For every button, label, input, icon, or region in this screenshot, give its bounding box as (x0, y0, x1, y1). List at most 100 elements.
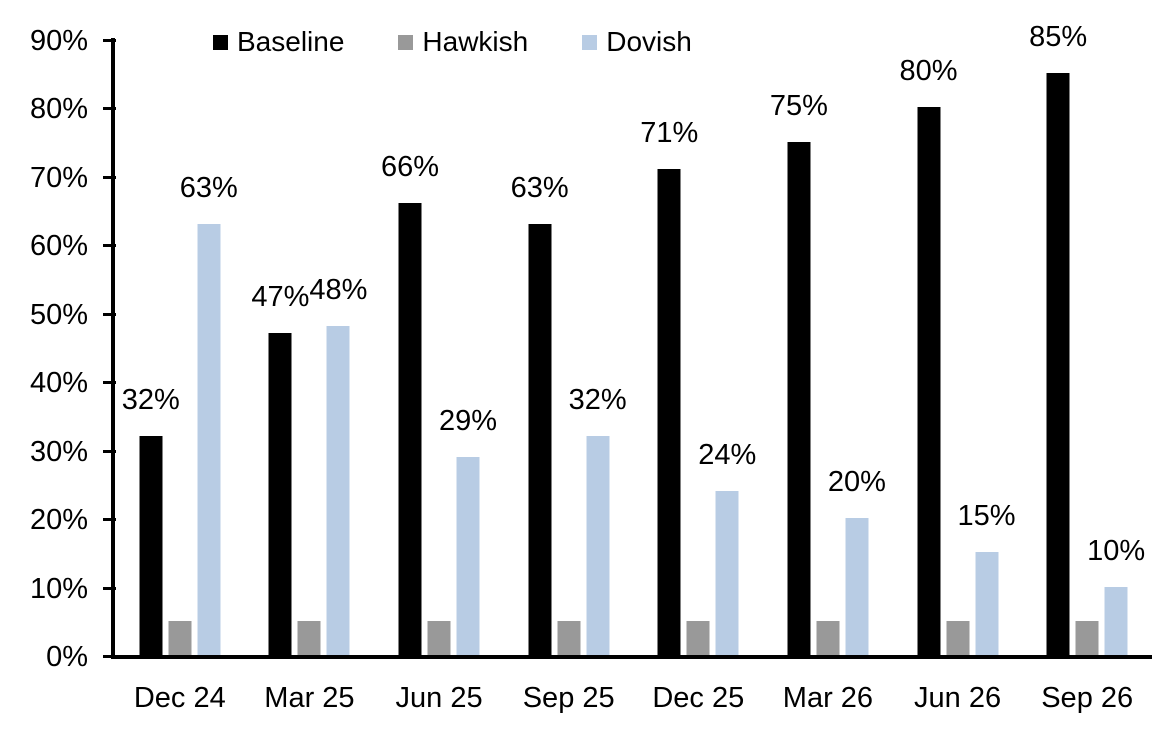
y-tick-0 (103, 655, 116, 658)
legend-swatch-baseline (213, 34, 228, 50)
x-tick-label-jun-26: Jun 26 (914, 682, 1002, 714)
y-tick-50 (103, 312, 116, 316)
value-label-baseline-sep-26: 85% (1029, 21, 1088, 53)
bar-cluster: 80% 15% (900, 39, 1016, 655)
value-label-dovish-jun-26: 15% (957, 500, 1016, 532)
bar-slot-dovish: 63% (180, 39, 238, 655)
bar-slot-baseline: 85% (1029, 21, 1087, 655)
y-tick-label-30: 30% (29, 435, 88, 468)
bar-group-mar-25: 47% 48% (245, 39, 375, 655)
bar-hawkish-dec-24 (168, 621, 192, 655)
y-tick-70 (103, 175, 116, 179)
bar-dovish-jun-26 (975, 552, 999, 655)
bar-group-jun-26: 80% 15% (893, 39, 1023, 655)
bar-slot-hawkish (946, 39, 970, 655)
x-axis-line (111, 655, 1152, 659)
y-tick-60 (103, 244, 116, 248)
bar-slot-baseline: 66% (381, 39, 439, 655)
bar-slot-dovish: 10% (1087, 39, 1145, 655)
x-tick-label-jun-25: Jun 25 (395, 682, 483, 714)
bar-baseline-sep-25 (528, 224, 552, 655)
y-tick-label-50: 50% (29, 298, 88, 331)
bar-slot-hawkish (297, 39, 321, 655)
bar-baseline-mar-26 (787, 142, 811, 655)
value-label-baseline-dec-25: 71% (640, 117, 699, 149)
bar-hawkish-jun-25 (427, 621, 451, 655)
x-tick-label-dec-24: Dec 24 (133, 682, 226, 714)
x-tick-label-sep-25: Sep 25 (522, 682, 615, 714)
bar-dovish-mar-25 (326, 326, 350, 655)
value-label-dovish-sep-26: 10% (1087, 535, 1146, 567)
y-tick-label-80: 80% (29, 93, 88, 126)
bar-slot-baseline: 63% (511, 39, 569, 655)
y-tick-20 (103, 518, 116, 522)
bar-cluster: 32% 63% (122, 39, 238, 655)
bar-slot-hawkish (427, 39, 451, 655)
bar-cluster: 75% 20% (770, 39, 886, 655)
value-label-baseline-mar-25: 47% (251, 281, 310, 313)
value-label-baseline-dec-24: 32% (121, 384, 180, 416)
y-tick-label-60: 60% (29, 230, 88, 263)
bar-slot-baseline: 75% (770, 39, 828, 655)
legend-swatch-dovish (582, 34, 598, 50)
value-label-dovish-dec-24: 63% (179, 172, 238, 204)
legend-swatch-hawkish (398, 34, 414, 50)
value-label-dovish-dec-25: 24% (698, 439, 757, 471)
legend-item-hawkish: Hawkish (398, 26, 528, 58)
bar-slot-dovish: 15% (958, 39, 1016, 655)
bar-baseline-dec-25 (657, 169, 681, 655)
value-label-dovish-sep-25: 32% (568, 384, 627, 416)
bar-baseline-sep-26 (1046, 73, 1070, 655)
bar-slot-dovish: 20% (828, 39, 886, 655)
plot-area: 32% 63% 47% 48% 66% 29% 63% 32% 71% 24% 75% 20% 80% 1… (115, 21, 1152, 655)
x-tick-label-mar-26: Mar 26 (782, 682, 874, 714)
y-tick-label-40: 40% (29, 367, 88, 400)
bar-baseline-dec-24 (139, 436, 163, 655)
bar-hawkish-jun-26 (946, 621, 970, 655)
x-tick-label-dec-25: Dec 25 (652, 682, 745, 714)
bar-hawkish-dec-25 (686, 621, 710, 655)
bar-cluster: 66% 29% (381, 39, 497, 655)
bar-cluster: 47% 48% (251, 39, 367, 655)
bar-dovish-jun-25 (456, 457, 480, 655)
bar-baseline-jun-26 (917, 107, 941, 655)
bar-slot-hawkish (816, 39, 840, 655)
value-label-dovish-jun-25: 29% (439, 405, 498, 437)
bar-slot-baseline: 32% (122, 39, 180, 655)
y-tick-label-0: 0% (46, 641, 88, 673)
bar-dovish-sep-25 (586, 436, 610, 655)
y-tick-90 (103, 39, 116, 43)
value-label-dovish-mar-26: 20% (827, 466, 886, 498)
bar-slot-dovish: 48% (309, 39, 367, 655)
bar-slot-hawkish (168, 39, 192, 655)
bar-hawkish-sep-26 (1075, 621, 1099, 655)
value-label-baseline-sep-25: 63% (510, 172, 569, 204)
bar-cluster: 85% 10% (1029, 21, 1145, 655)
bar-dovish-mar-26 (845, 518, 869, 655)
bar-slot-dovish: 32% (569, 39, 627, 655)
bar-baseline-mar-25 (268, 333, 292, 655)
bar-group-sep-26: 85% 10% (1022, 21, 1152, 655)
bar-dovish-dec-24 (197, 224, 221, 655)
bar-slot-hawkish (686, 39, 710, 655)
bar-cluster: 63% 32% (511, 39, 627, 655)
y-axis-line (111, 38, 115, 659)
bar-group-dec-24: 32% 63% (115, 39, 245, 655)
bar-slot-hawkish (557, 39, 581, 655)
legend-item-baseline: Baseline (213, 26, 344, 58)
bar-baseline-jun-25 (398, 203, 422, 655)
bar-slot-baseline: 80% (900, 39, 958, 655)
y-tick-10 (103, 586, 116, 590)
value-label-baseline-jun-26: 80% (899, 55, 958, 87)
y-tick-label-70: 70% (29, 161, 88, 194)
bar-group-sep-25: 63% 32% (504, 39, 634, 655)
x-tick-label-sep-26: Sep 26 (1041, 682, 1134, 714)
legend-label-baseline: Baseline (237, 26, 345, 57)
y-tick-label-10: 10% (29, 572, 88, 605)
bar-hawkish-sep-25 (557, 621, 581, 655)
bar-slot-baseline: 71% (640, 39, 698, 655)
bar-slot-hawkish (1075, 39, 1099, 655)
bar-group-mar-26: 75% 20% (763, 39, 893, 655)
bar-hawkish-mar-26 (816, 621, 840, 655)
bar-slot-dovish: 24% (698, 39, 756, 655)
